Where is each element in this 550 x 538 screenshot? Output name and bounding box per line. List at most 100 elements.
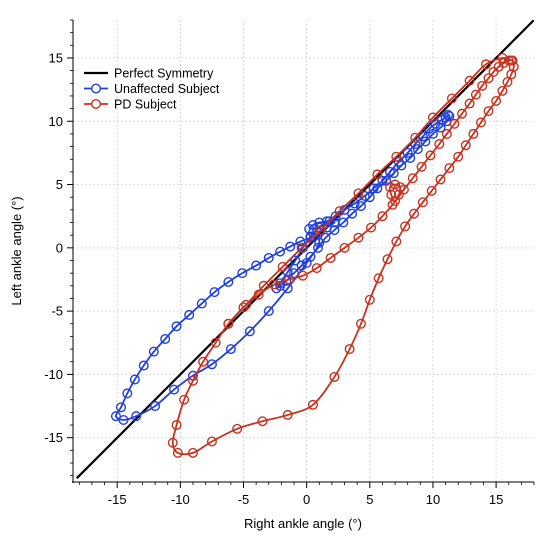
pd-subject-point	[277, 261, 288, 272]
y-tick-label: 0	[56, 240, 63, 255]
unaffected-subject-point	[263, 306, 274, 317]
unaffected-subject-point	[225, 344, 236, 355]
pd-subject-point	[297, 270, 308, 281]
unaffected-subject-point	[320, 232, 331, 243]
y-tick-label: -10	[44, 367, 63, 382]
pd-subject-point	[329, 371, 340, 382]
pd-subject-point	[483, 106, 494, 117]
pd-subject-point	[390, 179, 401, 190]
pd-subject-point	[311, 263, 322, 274]
unaffected-subject-point	[349, 198, 360, 209]
tick-labels: -15 -10 -5 0 5 10 15 -15 -10 -5 0 5 10 15	[44, 50, 503, 507]
pd-subject-point	[382, 254, 393, 265]
unaffected-subject-point	[329, 217, 340, 228]
pd-subject-point	[398, 184, 409, 195]
unaffected-subject-point	[244, 326, 255, 337]
pd-subject-point	[410, 132, 421, 143]
unaffected-subject-point	[122, 388, 133, 399]
unaffected-subject-point	[160, 333, 171, 344]
pd-subject-point	[400, 221, 411, 232]
pd-subject-point	[457, 108, 468, 119]
unaffected-subject-point	[282, 266, 293, 277]
legend-label: Unaffected Subject	[114, 82, 220, 96]
pd-subject-point	[238, 302, 249, 313]
pd-subject-point	[441, 128, 452, 139]
pd-subject-point	[171, 420, 182, 431]
pd-subject-point	[475, 117, 486, 128]
pd-subject-point	[434, 139, 445, 150]
unaffected-subject-point	[377, 175, 388, 186]
y-tick-label: -15	[44, 430, 63, 445]
unaffected-subject-point	[410, 139, 421, 150]
x-tick-label: -15	[108, 492, 127, 507]
y-tick-label: 15	[49, 50, 63, 65]
pd-subject-point	[372, 169, 383, 180]
pd-subject-point	[366, 222, 377, 233]
pd-subject-point	[468, 128, 479, 139]
x-tick-label: 5	[366, 492, 373, 507]
pd-subject-point	[206, 436, 217, 447]
pd-subject-point	[446, 93, 457, 104]
pd-subject-series	[167, 52, 519, 458]
unaffected-subject-point	[359, 190, 370, 201]
unaffected-subject-point	[209, 287, 220, 298]
unaffected-subject-point	[223, 277, 234, 288]
legend-item-pd-subject: PD Subject	[84, 98, 177, 112]
pd-subject-point	[253, 289, 264, 300]
pd-subject-point	[453, 151, 464, 162]
pd-subject-point	[391, 151, 402, 162]
x-tick-label: -10	[171, 492, 190, 507]
unaffected-subject-point	[118, 414, 129, 425]
pd-subject-point	[334, 206, 345, 217]
pd-subject-point	[258, 280, 269, 291]
pd-subject-point	[390, 196, 401, 207]
unaffected-subject-point	[138, 360, 149, 371]
pd-subject-point	[187, 375, 198, 386]
pd-subject-point	[506, 55, 517, 66]
pd-subject-point	[373, 273, 384, 284]
unaffected-subject-point	[296, 260, 307, 271]
pd-subject-point	[282, 409, 293, 420]
pd-subject-point	[409, 208, 420, 219]
pd-subject-point	[210, 337, 221, 348]
pd-subject-point	[325, 252, 336, 263]
pd-subject-point	[232, 423, 243, 434]
y-tick-label: 10	[49, 114, 63, 129]
pd-subject-point	[257, 416, 268, 427]
pd-subject-point	[435, 174, 446, 185]
legend-swatch-marker	[90, 83, 101, 94]
unaffected-subject-point	[412, 144, 423, 155]
pd-subject-point	[268, 279, 279, 290]
unaffected-subject-point	[444, 111, 455, 122]
pd-subject-point	[425, 150, 436, 161]
pd-subject-point	[339, 242, 350, 253]
pd-subject-point	[497, 85, 508, 96]
pd-subject-point	[464, 98, 475, 109]
pd-subject-point	[491, 96, 502, 107]
pd-subject-point	[483, 73, 494, 84]
pd-subject-point	[481, 59, 492, 70]
pd-subject-point	[353, 232, 364, 243]
unaffected-subject-point	[171, 321, 182, 332]
unaffected-subject-point	[196, 298, 207, 309]
unaffected-subject-point	[314, 217, 325, 228]
pd-subject-point	[364, 294, 375, 305]
pd-subject-point	[198, 356, 209, 367]
unaffected-subject-point	[169, 384, 180, 395]
pd-subject-point	[427, 112, 438, 123]
pd-subject-point	[488, 66, 499, 77]
y-tick-label: 5	[56, 177, 63, 192]
pd-subject-point	[497, 52, 508, 63]
unaffected-subject-point	[237, 268, 248, 279]
pd-subject-point	[506, 69, 517, 80]
pd-subject-point	[377, 211, 388, 222]
unaffected-subject-point	[443, 109, 454, 120]
pd-subject-point	[460, 140, 471, 151]
pd-subject-point	[426, 185, 437, 196]
unaffected-subject-point	[131, 411, 142, 422]
unaffected-subject-point	[148, 346, 159, 357]
pd-subject-point	[187, 447, 198, 458]
unaffected-subject-point	[388, 168, 399, 179]
pd-subject-point	[477, 80, 488, 91]
pd-subject-point	[502, 77, 513, 88]
